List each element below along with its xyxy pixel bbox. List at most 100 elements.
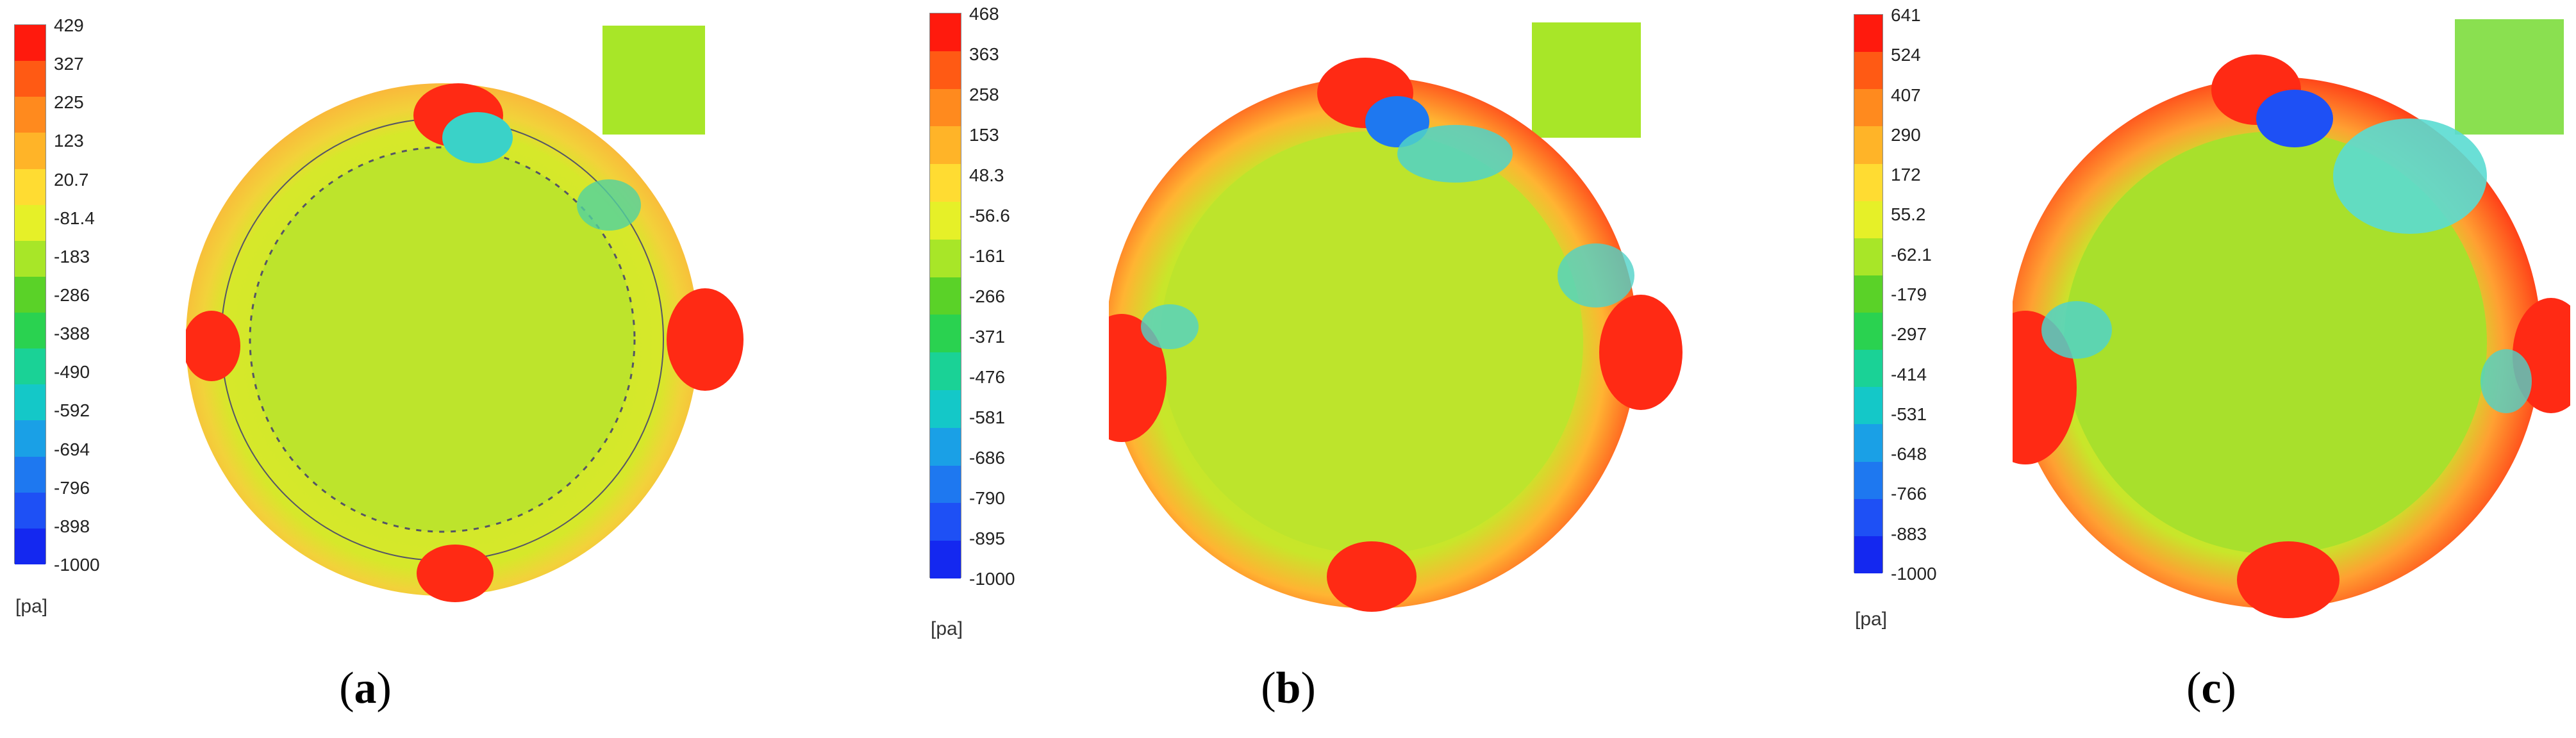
- colorbar-tick-label: 153: [969, 125, 999, 145]
- colorbar-segment: [1854, 461, 1882, 500]
- colorbar-a: [14, 24, 46, 565]
- colorbar-tick-label: 225: [54, 92, 84, 113]
- colorbar-tick-label: 429: [54, 15, 84, 35]
- colorbar-segment: [1854, 201, 1882, 239]
- panel-b: 468 363 258 153 48.3 -56.6 -161 -266 -371 -476 -58…: [917, 0, 1750, 738]
- hotspot-left-b: [1109, 314, 1167, 442]
- colorbar-segment: [1854, 163, 1882, 202]
- colorbar-segment: [15, 313, 46, 349]
- outlet-duct-a: [602, 26, 705, 135]
- colorbar-segment: [930, 315, 961, 353]
- colorbar-segment: [15, 240, 46, 277]
- hotspot-bottom-c: [2237, 541, 2339, 618]
- hotspot-bottom-a: [417, 545, 494, 602]
- hotspot-bottom-b: [1327, 541, 1417, 612]
- unit-label-c: [pa]: [1855, 609, 1888, 630]
- colorbar-segment: [930, 503, 961, 541]
- colorbar-tick-label: -686: [969, 448, 1006, 468]
- colorbar-segment: [15, 348, 46, 385]
- colorbar-tick-label: -414: [1891, 364, 1927, 384]
- colorbar-segment: [930, 390, 961, 429]
- colorbar-tick-label: -286: [54, 285, 90, 305]
- pressure-contour-a: [186, 26, 744, 602]
- hotspot-left-a: [186, 311, 240, 381]
- colorbar-segment: [930, 427, 961, 466]
- colorbar-c: [1854, 14, 1883, 574]
- pressure-contour-c: [2013, 19, 2570, 618]
- colorbar-tick-label: -1000: [54, 555, 100, 575]
- colorbar-segment: [15, 97, 46, 133]
- colorbar-tick-label: -56.6: [969, 206, 1010, 226]
- caption-b: (b): [1261, 664, 1316, 713]
- colorbar-segment: [15, 25, 46, 62]
- colorbar-tick-label: -895: [969, 529, 1006, 548]
- coldspot-west-b: [1141, 304, 1199, 349]
- colorbar-tick-label: 290: [1891, 124, 1921, 145]
- colorbar-tick-label: 407: [1891, 85, 1921, 105]
- colorbar-segment: [1854, 424, 1882, 463]
- colorbar-segment: [930, 88, 961, 127]
- colorbar-segment: [1854, 238, 1882, 276]
- colorbar-tick-label: -62.1: [1891, 244, 1932, 265]
- colorbar-segment: [1854, 387, 1882, 425]
- colorbar-segment: [1854, 89, 1882, 127]
- unit-label-a: [pa]: [15, 596, 48, 617]
- outlet-duct-c: [2455, 19, 2564, 135]
- colorbar-tick-label: 258: [969, 85, 999, 104]
- colorbar-tick-label: -371: [969, 327, 1006, 347]
- impeller-c: [2064, 131, 2487, 554]
- colorbar-tick-label: -81.4: [54, 208, 95, 228]
- colorbar-segment: [930, 164, 961, 202]
- colorbar-segment: [930, 465, 961, 504]
- colorbar-tick-label: -581: [969, 407, 1006, 427]
- colorbar-segment: [15, 61, 46, 97]
- colorbar-segment: [1854, 275, 1882, 313]
- coldspot-west-c: [2041, 301, 2112, 359]
- colorbar-segment: [930, 51, 961, 90]
- caption-c: (c): [2186, 664, 2236, 713]
- colorbar-tick-label: -490: [54, 362, 90, 382]
- colorbar-segment: [930, 352, 961, 391]
- colorbar-tick-label: -592: [54, 400, 90, 421]
- caption-a: (a): [339, 664, 392, 713]
- colorbar-segment: [15, 276, 46, 313]
- colorbar-segment: [1854, 15, 1882, 53]
- colorbar-tick-label: -766: [1891, 484, 1927, 504]
- colorbar-tick-label: 468: [969, 4, 999, 24]
- colorbar-tick-label: -388: [54, 324, 90, 344]
- colorbar-tick-label: 641: [1891, 5, 1921, 25]
- colorbar-segment: [15, 528, 46, 565]
- coldspot-east-b: [1558, 243, 1634, 308]
- colorbar-segment: [930, 277, 961, 315]
- colorbar-tick-label: -648: [1891, 444, 1927, 464]
- impeller-b: [1160, 131, 1583, 554]
- colorbar-segment: [930, 541, 961, 579]
- coldspot-ne-c: [2333, 119, 2487, 234]
- colorbar-tick-label: -694: [54, 439, 90, 459]
- colorbar-b: [929, 13, 961, 579]
- colorbar-segment: [1854, 126, 1882, 165]
- colorbar-segment: [15, 420, 46, 457]
- colorbar-segment: [15, 492, 46, 529]
- colorbar-segment: [1854, 536, 1882, 574]
- colorbar-tick-label: -183: [54, 246, 90, 266]
- colorbar-segment: [15, 384, 46, 421]
- colorbar-segment: [930, 13, 961, 52]
- colorbar-segment: [1854, 498, 1882, 537]
- coldspot-top-c: [2256, 90, 2333, 147]
- pressure-contour-b: [1109, 22, 1683, 612]
- hotspot-right-b: [1599, 295, 1683, 410]
- coldspot-ne-a: [577, 179, 641, 231]
- colorbar-tick-label: -1000: [969, 569, 1015, 589]
- colorbar-tick-label: -476: [969, 367, 1006, 387]
- unit-label-b: [pa]: [931, 618, 963, 639]
- colorbar-tick-label: -179: [1891, 284, 1927, 304]
- colorbar-tick-label: -1000: [1891, 564, 1937, 584]
- colorbar-segment: [1854, 313, 1882, 350]
- colorbar-tick-label: 48.3: [969, 165, 1004, 185]
- coldspot-top-a: [442, 112, 513, 163]
- colorbar-tick-label: 55.2: [1891, 204, 1926, 225]
- colorbar-segment: [15, 133, 46, 170]
- colorbar-segment: [930, 239, 961, 278]
- hotspot-right-a: [667, 288, 744, 391]
